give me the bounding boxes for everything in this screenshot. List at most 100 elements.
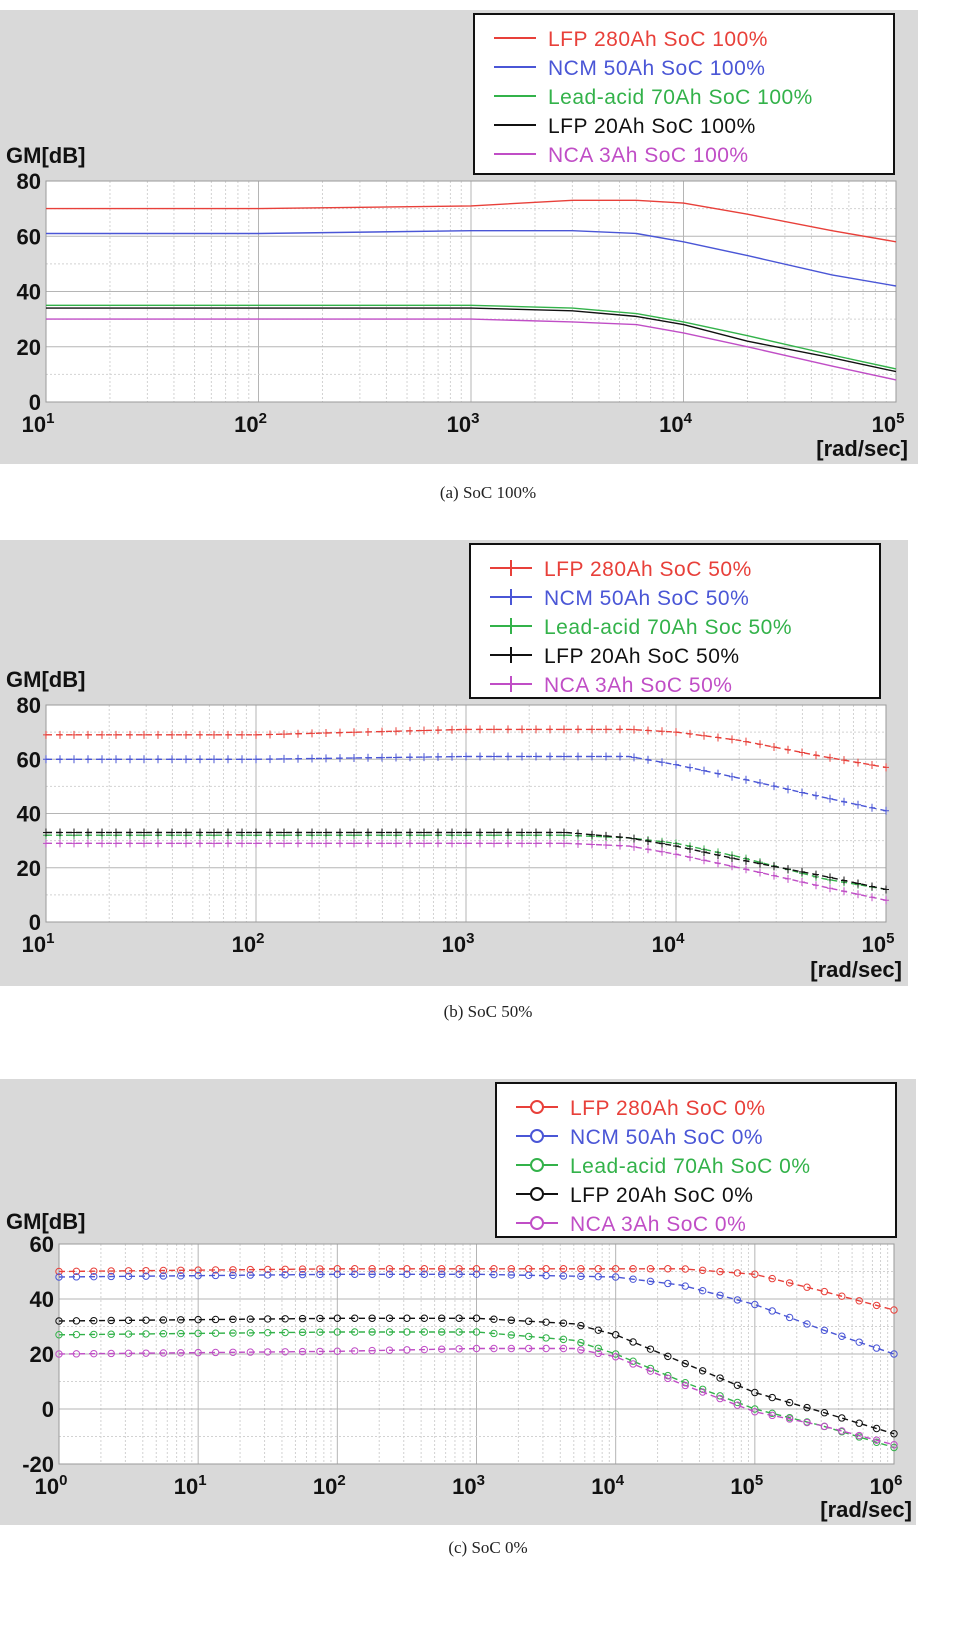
data-point [477, 839, 483, 848]
data-point [701, 766, 707, 775]
legend-box [469, 543, 881, 699]
data-point [211, 1315, 220, 1324]
data-point [577, 1272, 585, 1281]
data-point [113, 828, 119, 837]
data-point [197, 755, 203, 764]
data-point [799, 788, 805, 797]
data-point [295, 729, 301, 738]
data-point [491, 828, 497, 837]
data-point [90, 1272, 98, 1281]
data-point [323, 839, 329, 848]
data-point [177, 1329, 185, 1338]
data-point [841, 876, 847, 885]
data-point [57, 730, 63, 739]
data-point [90, 1316, 98, 1325]
x-tick-label: 100 [35, 1472, 68, 1499]
data-point [524, 1332, 533, 1341]
x-tick-label: 102 [234, 410, 267, 437]
data-point [85, 730, 91, 739]
data-point [177, 1266, 185, 1274]
data-point [124, 1316, 133, 1325]
data-point [524, 1271, 533, 1279]
data-point [768, 1307, 776, 1315]
data-point [490, 1315, 498, 1323]
y-tick-label: 0 [29, 390, 41, 415]
data-point [393, 828, 399, 837]
series-1 [46, 199, 897, 243]
data-point [155, 828, 161, 837]
data-point [594, 1344, 602, 1352]
legend: LFP 280Ah SoC 0% NCM 50Ah SoC 0% Lead-acid… [495, 1082, 897, 1238]
legend-label: LFP 280Ah SoC 0% [570, 1097, 766, 1120]
legend-item: NCM 50Ah SoC 100% [494, 57, 765, 80]
data-point [407, 726, 413, 735]
y-tick-label: 40 [17, 280, 41, 305]
data-point [603, 752, 609, 761]
data-point [99, 839, 105, 848]
data-point [701, 856, 707, 865]
data-point [124, 1349, 133, 1358]
y-tick-label: 40 [17, 802, 41, 827]
data-point [393, 727, 399, 736]
legend-marker [530, 1158, 544, 1172]
data-point [183, 755, 189, 764]
data-point [664, 1352, 672, 1361]
data-point [673, 850, 679, 859]
data-point [698, 1388, 707, 1396]
data-point [253, 730, 259, 739]
legend-label: Lead-acid 70Ah SoC 100% [548, 86, 813, 109]
data-point [43, 839, 49, 848]
chart-svg: -20 0 20 40 60 100 101 102 103 104 105 106 GM[dB] [ra… [0, 1079, 916, 1525]
data-point [142, 1266, 150, 1275]
data-point [264, 1271, 272, 1279]
data-point [239, 839, 245, 848]
data-point [785, 785, 791, 794]
data-point [463, 839, 469, 848]
series-line [46, 307, 897, 373]
chart-svg: 0 20 40 60 80 101 102 103 104 105 GM[dB] [rad/sec] L… [0, 540, 908, 986]
data-point [351, 1328, 359, 1336]
series-3 [46, 304, 897, 370]
data-point [768, 1409, 776, 1418]
data-point [561, 752, 567, 761]
data-point [757, 778, 763, 787]
data-point [659, 847, 665, 856]
data-point [799, 748, 805, 757]
data-point [855, 1297, 863, 1305]
data-point [681, 1359, 689, 1368]
data-point [169, 755, 175, 764]
data-point [631, 725, 637, 734]
data-point [698, 1367, 707, 1375]
data-point [385, 1346, 394, 1354]
data-point [438, 1314, 446, 1322]
data-point [505, 725, 511, 734]
data-point [855, 890, 861, 899]
data-point [246, 1271, 255, 1279]
data-point [561, 828, 567, 837]
data-point [421, 839, 427, 848]
data-point [438, 1328, 446, 1336]
data-point [455, 1265, 463, 1273]
data-point [629, 1357, 637, 1365]
data-point [169, 828, 175, 837]
data-point [351, 728, 357, 737]
data-point [368, 1346, 376, 1355]
data-point [316, 1328, 324, 1336]
data-point [577, 1321, 585, 1330]
data-point [524, 1344, 533, 1353]
data-point [890, 1430, 898, 1438]
data-point [751, 1270, 759, 1278]
data-point [589, 752, 595, 761]
data-point [337, 728, 343, 737]
data-point [246, 1348, 255, 1356]
data-point [169, 730, 175, 739]
data-point [141, 730, 147, 739]
data-point [883, 896, 889, 905]
data-point [365, 839, 371, 848]
data-point [267, 839, 273, 848]
data-point [813, 751, 819, 760]
data-point [883, 763, 889, 772]
data-point [855, 1431, 863, 1440]
data-point [264, 1328, 272, 1337]
data-point [603, 831, 609, 840]
